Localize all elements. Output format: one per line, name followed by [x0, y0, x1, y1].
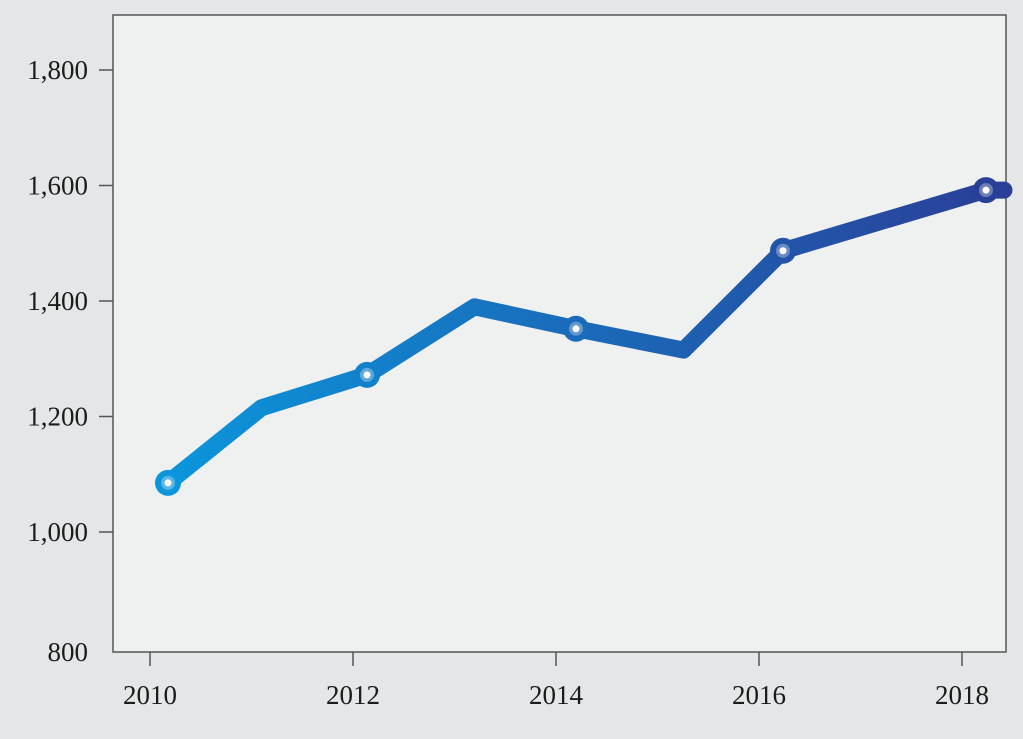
y-tick-label: 1,600	[27, 171, 88, 201]
y-tick-label: 1,800	[27, 55, 88, 85]
marker-center	[364, 371, 371, 378]
y-tick-label: 1,200	[27, 402, 88, 432]
x-tick-label: 2010	[123, 680, 177, 710]
data-point-marker	[973, 177, 999, 203]
data-point-marker	[770, 238, 796, 264]
marker-center	[573, 325, 580, 332]
x-tick-label: 2012	[326, 680, 380, 710]
y-tick-label: 1,400	[27, 286, 88, 316]
y-tick-label: 800	[48, 637, 89, 667]
y-tick-label: 1,000	[27, 517, 88, 547]
marker-center	[165, 479, 172, 486]
marker-center	[780, 247, 787, 254]
x-tick-label: 2014	[529, 680, 584, 710]
data-point-marker	[155, 470, 181, 496]
data-point-marker	[563, 316, 589, 342]
x-tick-label: 2016	[732, 680, 786, 710]
data-point-marker	[354, 362, 380, 388]
marker-center	[983, 187, 990, 194]
x-tick-label: 2018	[935, 680, 989, 710]
